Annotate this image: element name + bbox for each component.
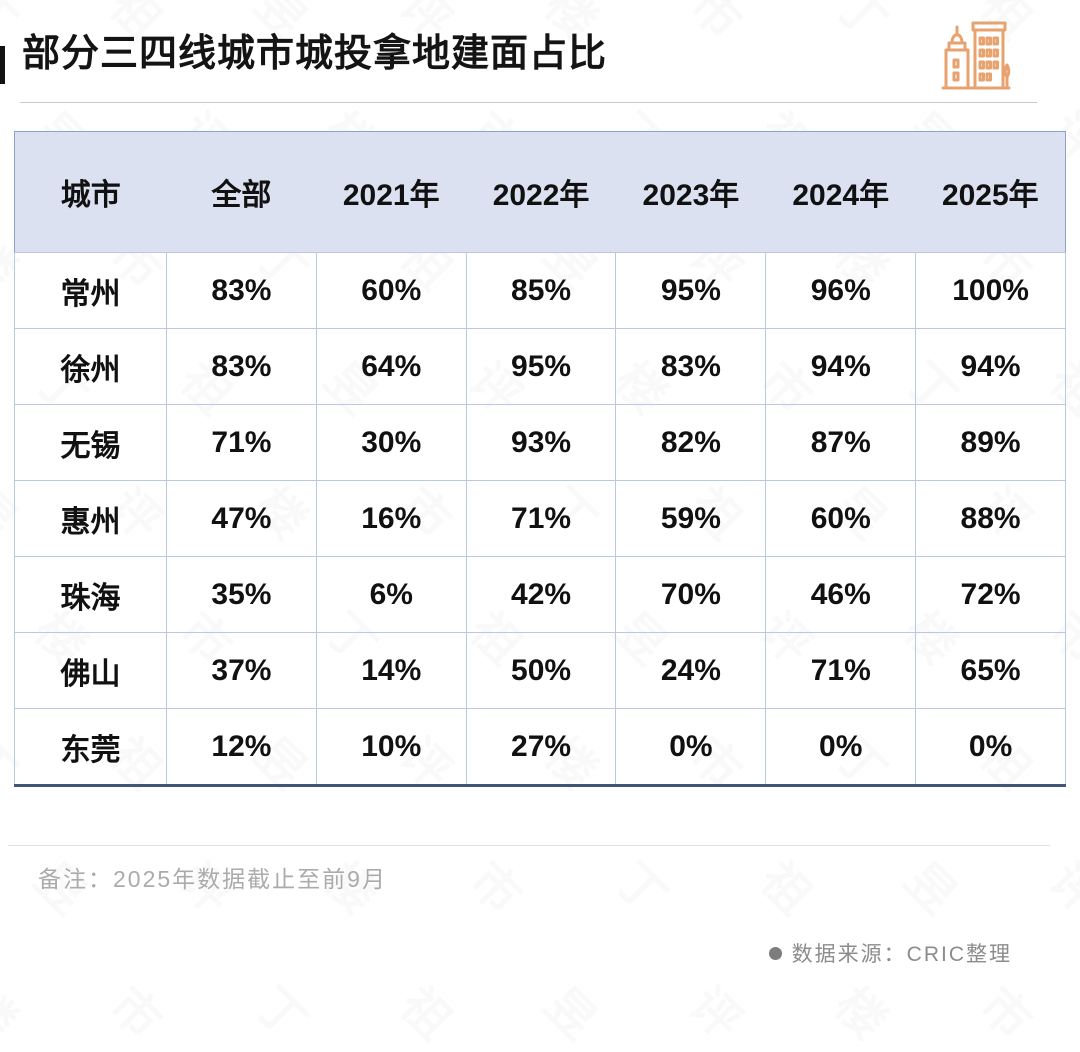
- table-row: 徐州 83% 64% 95% 83% 94% 94%: [14, 328, 1066, 405]
- value-cell: 60%: [315, 252, 467, 329]
- watermark-glyph: 市: [677, 0, 760, 52]
- city-cell: 珠海: [14, 556, 167, 633]
- value-cell: 95%: [615, 252, 767, 329]
- watermark-glyph: 丁: [822, 0, 905, 52]
- header-cell: 2021年: [316, 131, 467, 253]
- watermark-glyph: 市: [457, 843, 540, 926]
- value-cell: 65%: [915, 632, 1066, 709]
- table-row: 东莞 12% 10% 27% 0% 0% 0%: [14, 708, 1066, 786]
- header-cell: 2022年: [466, 131, 616, 253]
- title-divider: [20, 102, 1037, 103]
- table-body: 常州 83% 60% 85% 95% 96% 100% 徐州 83% 64% 95% 83% 94% 94…: [14, 252, 1066, 786]
- table-row: 珠海 35% 6% 42% 70% 46% 72%: [14, 556, 1066, 633]
- watermark-glyph: 昱: [892, 843, 975, 926]
- watermark-glyph: 市: [97, 968, 180, 1051]
- value-cell: 71%: [166, 404, 317, 481]
- value-cell: 94%: [765, 328, 917, 405]
- title-accent-bar: [0, 46, 5, 84]
- city-cell: 惠州: [14, 480, 167, 557]
- value-cell: 71%: [765, 632, 917, 709]
- value-cell: 37%: [166, 632, 317, 709]
- table-row: 惠州 47% 16% 71% 59% 60% 88%: [14, 480, 1066, 557]
- watermark-glyph: 昱: [532, 968, 615, 1051]
- table-header-row: 城市 全部 2021年 2022年 2023年 2024年 2025年: [14, 131, 1066, 253]
- value-cell: 59%: [615, 480, 767, 557]
- table-header: 城市 全部 2021年 2022年 2023年 2024年 2025年: [14, 131, 1066, 253]
- watermark-glyph: 丁: [602, 843, 685, 926]
- value-cell: 83%: [615, 328, 767, 405]
- city-cell: 徐州: [14, 328, 167, 405]
- value-cell: 83%: [166, 252, 317, 329]
- watermark-glyph: 祖: [387, 968, 470, 1051]
- value-cell: 96%: [765, 252, 917, 329]
- value-cell: 14%: [315, 632, 467, 709]
- value-cell: 85%: [465, 252, 617, 329]
- value-cell: 93%: [465, 404, 617, 481]
- value-cell: 0%: [915, 708, 1066, 786]
- watermark-glyph: 楼: [822, 968, 905, 1051]
- value-cell: 72%: [915, 556, 1066, 633]
- watermark-glyph: 祖: [747, 843, 830, 926]
- value-cell: 12%: [166, 708, 317, 786]
- data-source-label: 数据来源：CRIC整理: [791, 943, 1012, 966]
- header-cell: 城市: [14, 131, 167, 253]
- bullet-icon: [768, 946, 782, 960]
- value-cell: 89%: [915, 404, 1066, 481]
- watermark-glyph: 评: [677, 968, 760, 1051]
- value-cell: 0%: [615, 708, 767, 786]
- value-cell: 27%: [465, 708, 617, 786]
- value-cell: 88%: [915, 480, 1066, 557]
- footnote: 备注：2025年数据截止至前9月: [38, 866, 387, 892]
- header-cell: 2024年: [765, 131, 916, 253]
- table-row: 常州 83% 60% 85% 95% 96% 100%: [14, 252, 1066, 329]
- city-share-table: 城市 全部 2021年 2022年 2023年 2024年 2025年 常州 83% 60% 85…: [14, 131, 1066, 787]
- city-cell: 无锡: [14, 404, 167, 481]
- header-cell: 全部: [166, 131, 317, 253]
- value-cell: 24%: [615, 632, 767, 709]
- value-cell: 50%: [465, 632, 617, 709]
- value-cell: 87%: [765, 404, 917, 481]
- value-cell: 83%: [166, 328, 317, 405]
- value-cell: 47%: [166, 480, 317, 557]
- page-title: 部分三四线城市城投拿地建面占比: [22, 33, 608, 75]
- value-cell: 42%: [465, 556, 617, 633]
- value-cell: 46%: [765, 556, 917, 633]
- data-source: 数据来源：CRIC整理: [768, 938, 1012, 968]
- value-cell: 64%: [315, 328, 467, 405]
- value-cell: 6%: [315, 556, 467, 633]
- table-row: 无锡 71% 30% 93% 82% 87% 89%: [14, 404, 1066, 481]
- city-cell: 东莞: [14, 708, 167, 786]
- header-cell: 2025年: [915, 131, 1066, 253]
- value-cell: 35%: [166, 556, 317, 633]
- watermark-glyph: 楼: [0, 968, 36, 1051]
- value-cell: 0%: [765, 708, 917, 786]
- watermark-glyph: 评: [1037, 843, 1080, 926]
- data-table-container: 城市 全部 2021年 2022年 2023年 2024年 2025年 常州 83% 60% 85…: [14, 131, 1066, 787]
- value-cell: 10%: [315, 708, 467, 786]
- value-cell: 30%: [315, 404, 467, 481]
- city-buildings-icon: [941, 10, 1011, 103]
- value-cell: 100%: [915, 252, 1066, 329]
- watermark-glyph: 丁: [242, 968, 325, 1051]
- value-cell: 71%: [465, 480, 617, 557]
- watermark-glyph: 市: [967, 968, 1050, 1051]
- city-cell: 佛山: [14, 632, 167, 709]
- header-cell: 2023年: [615, 131, 766, 253]
- value-cell: 16%: [315, 480, 467, 557]
- value-cell: 82%: [615, 404, 767, 481]
- value-cell: 60%: [765, 480, 917, 557]
- value-cell: 94%: [915, 328, 1066, 405]
- table-row: 佛山 37% 14% 50% 24% 71% 65%: [14, 632, 1066, 709]
- value-cell: 70%: [615, 556, 767, 633]
- value-cell: 95%: [465, 328, 617, 405]
- note-divider: [8, 845, 1050, 846]
- city-cell: 常州: [14, 252, 167, 329]
